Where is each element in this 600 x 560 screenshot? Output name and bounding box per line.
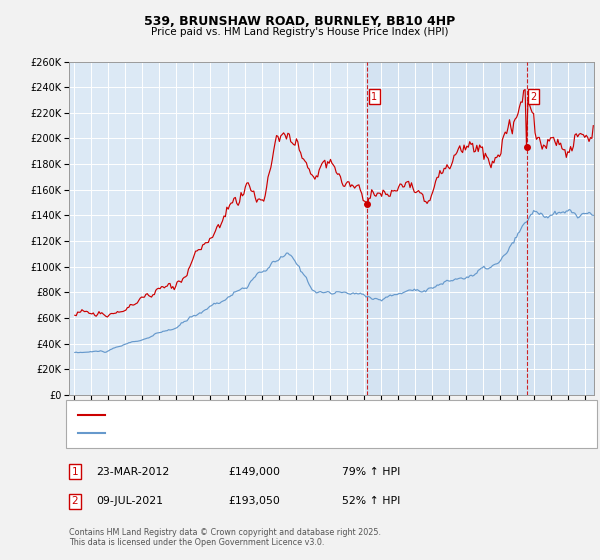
Text: 79% ↑ HPI: 79% ↑ HPI [342,466,400,477]
Bar [367,62,594,395]
Text: 2: 2 [530,92,536,101]
Text: 09-JUL-2021: 09-JUL-2021 [96,496,163,506]
Text: Contains HM Land Registry data © Crown copyright and database right 2025.
This d: Contains HM Land Registry data © Crown c… [69,528,381,547]
Text: 23-MAR-2012: 23-MAR-2012 [96,466,169,477]
Text: 1: 1 [371,92,377,101]
Text: 1: 1 [71,466,79,477]
Text: 539, BRUNSHAW ROAD, BURNLEY, BB10 4HP (semi-detached house): 539, BRUNSHAW ROAD, BURNLEY, BB10 4HP (s… [111,410,436,419]
Text: 52% ↑ HPI: 52% ↑ HPI [342,496,400,506]
Text: Price paid vs. HM Land Registry's House Price Index (HPI): Price paid vs. HM Land Registry's House … [151,27,449,37]
Text: 539, BRUNSHAW ROAD, BURNLEY, BB10 4HP: 539, BRUNSHAW ROAD, BURNLEY, BB10 4HP [145,15,455,28]
Text: 2: 2 [71,496,79,506]
Text: £149,000: £149,000 [228,466,280,477]
Text: £193,050: £193,050 [228,496,280,506]
Text: HPI: Average price, semi-detached house, Burnley: HPI: Average price, semi-detached house,… [111,429,349,438]
